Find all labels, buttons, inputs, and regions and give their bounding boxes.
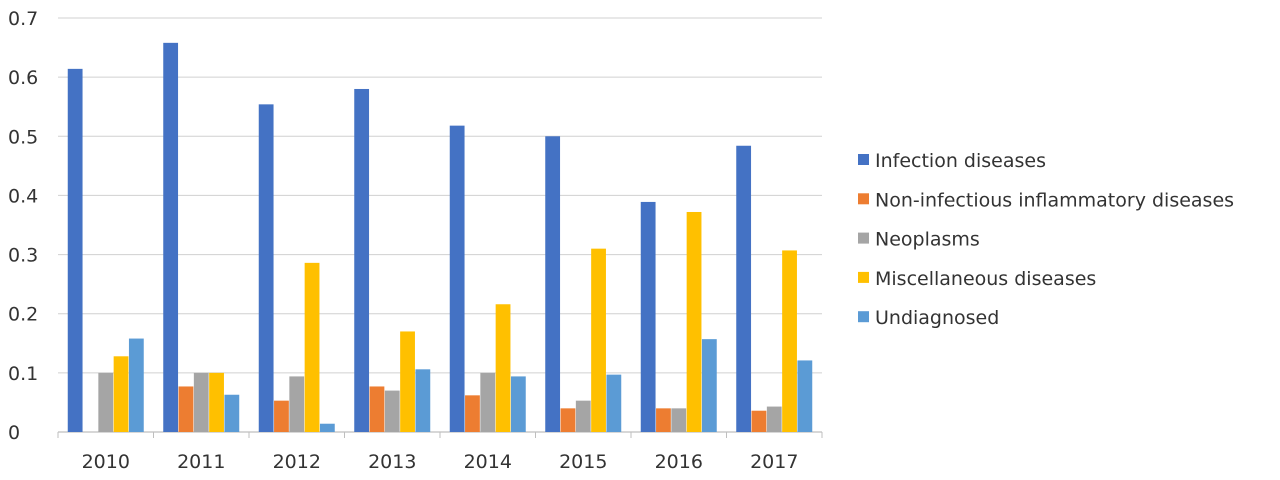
legend-label: Infection diseases bbox=[875, 150, 1046, 172]
legend-swatch bbox=[858, 232, 869, 244]
bar bbox=[384, 390, 400, 432]
y-tick-label: 0.3 bbox=[8, 245, 38, 267]
legend-swatch bbox=[858, 154, 869, 165]
bar bbox=[686, 211, 702, 432]
x-tick-label: 2015 bbox=[559, 451, 607, 473]
bar bbox=[354, 88, 370, 432]
bar bbox=[640, 201, 656, 432]
bar bbox=[701, 339, 717, 432]
y-tick-label: 0.1 bbox=[8, 363, 38, 385]
bar bbox=[163, 42, 179, 433]
bar bbox=[98, 372, 114, 432]
x-axis: 2010 2011 2012 2013 2014 2015 2016 2017 bbox=[57, 431, 823, 473]
bar bbox=[480, 372, 496, 432]
x-tick-label: 2013 bbox=[368, 451, 416, 473]
y-tick-label: 0.7 bbox=[8, 8, 38, 30]
bar bbox=[258, 104, 274, 432]
bar bbox=[178, 386, 194, 432]
legend-swatch bbox=[858, 311, 869, 323]
bar bbox=[274, 400, 289, 432]
y-tick-label: 0.6 bbox=[8, 67, 38, 89]
x-tick-label: 2014 bbox=[464, 451, 512, 473]
bar bbox=[797, 360, 813, 432]
bar bbox=[495, 304, 511, 432]
y-tick-label: 0.5 bbox=[8, 126, 38, 148]
x-tick-label: 2017 bbox=[750, 451, 798, 473]
bar bbox=[415, 369, 431, 432]
bar bbox=[575, 400, 591, 432]
gridlines bbox=[58, 17, 822, 374]
legend-label: Neoplasms bbox=[875, 229, 980, 251]
bar bbox=[319, 423, 335, 432]
bar bbox=[465, 395, 480, 432]
legend-swatch bbox=[858, 193, 869, 205]
y-axis: 0 0.1 0.2 0.3 0.4 0.5 0.6 0.7 bbox=[8, 8, 38, 444]
bar bbox=[67, 68, 83, 432]
x-tick-label: 2010 bbox=[82, 451, 130, 473]
bar bbox=[400, 331, 415, 432]
bar bbox=[766, 406, 782, 432]
legend: Infection diseases Non-infectious inflamm… bbox=[858, 150, 1234, 329]
bar bbox=[449, 125, 465, 432]
y-tick-label: 0 bbox=[8, 422, 20, 444]
bar bbox=[560, 408, 576, 432]
bar bbox=[289, 376, 305, 432]
bar bbox=[591, 248, 606, 432]
legend-swatch bbox=[858, 271, 869, 283]
legend-label: Undiagnosed bbox=[875, 307, 999, 329]
legend-label: Non-infectious inflammatory diseases bbox=[875, 189, 1234, 211]
bar bbox=[113, 356, 129, 432]
bar bbox=[510, 376, 526, 432]
legend-label: Miscellaneous diseases bbox=[875, 268, 1096, 290]
bar bbox=[751, 410, 767, 432]
bar bbox=[304, 262, 320, 432]
y-tick-label: 0.4 bbox=[8, 185, 38, 207]
bar bbox=[656, 408, 671, 432]
x-tick-label: 2016 bbox=[655, 451, 703, 473]
bar bbox=[128, 338, 144, 432]
bar bbox=[782, 250, 797, 432]
bar bbox=[545, 136, 561, 433]
bars bbox=[67, 42, 813, 433]
bar bbox=[193, 372, 209, 432]
bar bbox=[736, 145, 752, 432]
bar bbox=[671, 408, 687, 432]
bar bbox=[606, 374, 622, 432]
bar bbox=[209, 372, 224, 432]
x-tick-label: 2012 bbox=[273, 451, 321, 473]
bar bbox=[224, 394, 240, 432]
bar bbox=[369, 386, 385, 432]
y-tick-label: 0.2 bbox=[8, 304, 38, 326]
x-tick-label: 2011 bbox=[177, 451, 225, 473]
